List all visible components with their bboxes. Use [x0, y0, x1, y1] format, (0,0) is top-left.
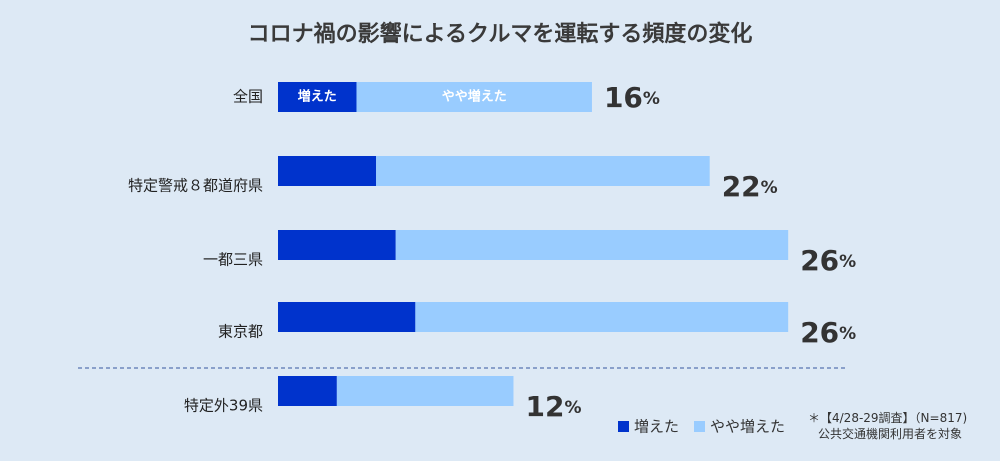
total-label: 12% — [525, 390, 581, 423]
bar-inline-label: 増えた — [298, 89, 337, 105]
legend-label-1: 増えた — [634, 418, 679, 436]
category-label: 特定外39県 — [184, 397, 263, 415]
bar-segment-1 — [278, 302, 416, 332]
legend-swatch-2 — [694, 421, 705, 432]
category-label: 一都三県 — [203, 251, 263, 269]
legend-swatch-1 — [618, 421, 629, 432]
chart-title: コロナ禍の影響によるクルマを運転する頻度の変化 — [247, 22, 753, 47]
bar-segment-1 — [278, 82, 357, 112]
bar-segment-2 — [336, 376, 514, 406]
category-label: 特定警戒８都道府県 — [128, 177, 263, 195]
bar-segment-1 — [278, 230, 396, 260]
legend-label-2: やや増えた — [710, 418, 785, 436]
total-label: 22% — [722, 170, 778, 203]
category-label: 全国 — [233, 88, 263, 106]
bar-segment-1 — [278, 376, 337, 406]
footnote-target: 公共交通機関利用者を対象 — [818, 427, 963, 441]
bar-segment-1 — [278, 156, 377, 186]
total-label: 26% — [800, 244, 856, 277]
bar-inline-label: やや増えた — [442, 89, 507, 105]
total-label: 26% — [800, 316, 856, 349]
bar-segment-2 — [415, 302, 789, 332]
footnote-survey: ＊【4/28-29調査】（N=817) — [808, 411, 968, 425]
category-label: 東京都 — [218, 323, 263, 341]
footnote: ＊【4/28-29調査】（N=817) 公共交通機関利用者を対象 — [808, 410, 967, 442]
bar-segment-2 — [395, 230, 789, 260]
total-label: 16% — [604, 81, 660, 114]
bar-segment-2 — [356, 82, 592, 112]
bar-segment-2 — [376, 156, 710, 186]
